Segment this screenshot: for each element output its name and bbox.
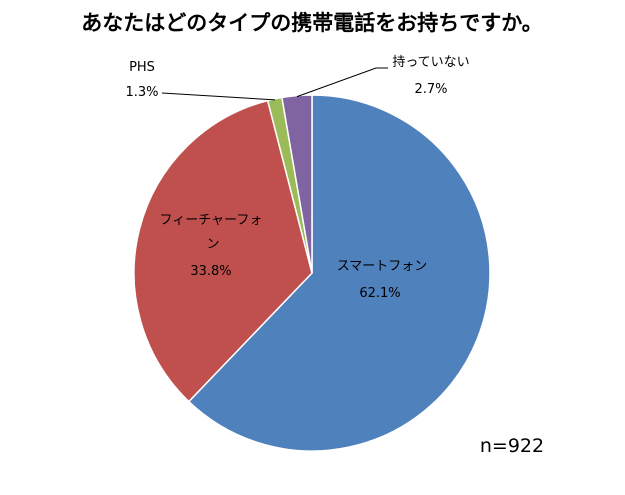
slice-value-smartphone: 62.1% (359, 286, 400, 301)
pie-slice-feature-phone (133, 99, 313, 403)
slice-value-phs: 1.3% (125, 85, 158, 100)
slice-label-none: 持っていない (392, 55, 469, 70)
sample-size-note: n=922 (480, 435, 544, 457)
pie-slice-none (281, 94, 313, 274)
slice-label-feature-phone: フィーチャーフォ ン (160, 213, 267, 252)
slice-value-feature-phone: 33.8% (190, 264, 231, 279)
leader-line-none (296, 67, 388, 98)
pie-slice-smartphone (187, 94, 491, 452)
slice-value-none: 2.7% (414, 82, 447, 97)
leader-lines (161, 67, 388, 101)
slice-label-feature-phone-line1: フィーチャーフォ (160, 213, 263, 228)
chart-title: あなたはどのタイプの携帯電話をお持ちですか。 (81, 11, 543, 35)
leader-line-phs (161, 92, 276, 101)
slice-label-smartphone: スマートフォン (337, 259, 428, 274)
pie-slices (133, 94, 491, 452)
slice-label-phs: PHS (129, 60, 155, 75)
slice-label-feature-phone-line2: ン (206, 237, 219, 252)
